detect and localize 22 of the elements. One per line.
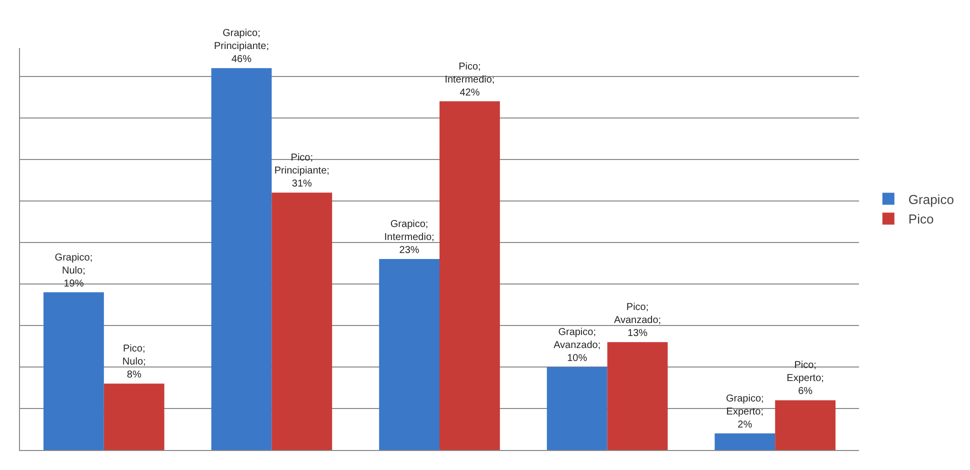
bar xyxy=(43,292,104,450)
data-label: Pico; Principiante; 31% xyxy=(274,152,330,190)
bar xyxy=(211,68,272,450)
data-label: Grapico; Principiante; 46% xyxy=(214,28,270,66)
data-label: Pico; Nulo; 8% xyxy=(122,344,146,381)
bar xyxy=(607,342,668,450)
bar xyxy=(546,366,608,450)
data-label: Pico; Intermedio; 42% xyxy=(444,61,495,98)
data-label: Pico; Experto; 6% xyxy=(786,360,824,398)
bar xyxy=(104,384,164,450)
bar xyxy=(714,433,776,450)
bar xyxy=(272,192,332,450)
data-label: Pico; Avanzado; 13% xyxy=(614,302,662,340)
legend-label: Pico xyxy=(908,212,934,227)
bar xyxy=(440,101,500,450)
data-label: Grapico; Avanzado; 10% xyxy=(554,326,601,364)
data-label: Grapico; Nulo; 19% xyxy=(54,252,93,290)
bar xyxy=(775,400,836,450)
data-label: Grapico; Intermedio; 23% xyxy=(384,219,434,256)
data-label: Grapico; Experto; 2% xyxy=(726,393,764,430)
legend-label: Grapico xyxy=(908,192,954,207)
bar xyxy=(379,259,440,450)
